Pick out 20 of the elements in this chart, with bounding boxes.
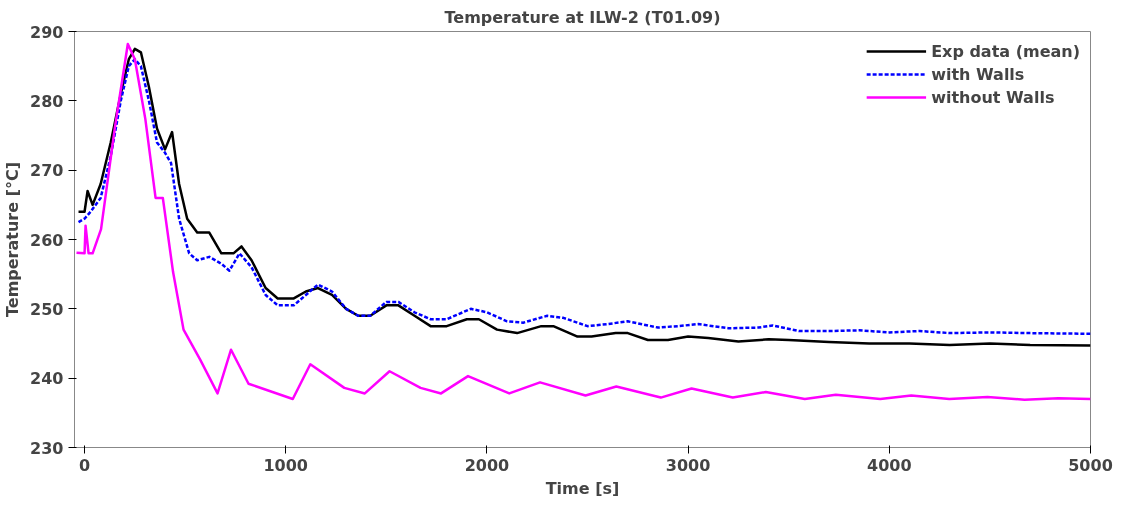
y-tick-label: 230 xyxy=(30,438,64,458)
x-axis-title: Time [s] xyxy=(545,478,620,498)
legend-label: with Walls xyxy=(931,64,1025,84)
chart-title: Temperature at ILW-2 (T01.09) xyxy=(444,7,721,27)
y-tick-label: 260 xyxy=(30,230,64,250)
legend-label: Exp data (mean) xyxy=(931,41,1080,61)
legend-label: without Walls xyxy=(931,87,1055,107)
x-tick-label: 4000 xyxy=(867,455,912,475)
y-tick-label: 240 xyxy=(30,369,64,389)
line-series xyxy=(75,42,1091,401)
x-tick-label: 1000 xyxy=(263,455,309,475)
x-tick-label: 0 xyxy=(78,455,91,475)
y-tick-label: 290 xyxy=(30,22,64,42)
y-tick-label: 270 xyxy=(30,161,64,181)
x-tick-label: 3000 xyxy=(665,455,711,475)
y-axis-title: Temperature [°C] xyxy=(3,161,23,318)
x-tick-label: 2000 xyxy=(464,455,510,475)
x-tick-label: 5000 xyxy=(1068,455,1113,475)
y-tick-label: 250 xyxy=(30,299,64,319)
y-tick-label: 280 xyxy=(30,91,64,111)
